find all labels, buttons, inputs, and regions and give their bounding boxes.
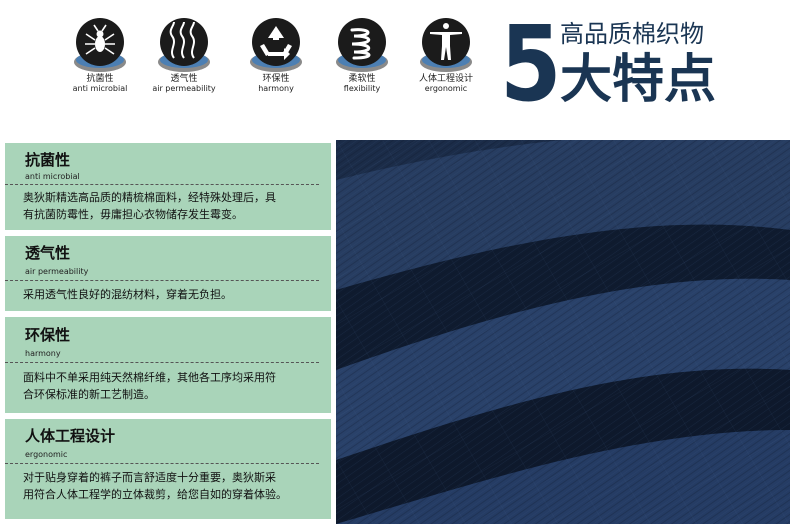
- divider: [5, 419, 319, 464]
- description-line: 合环保标准的新工艺制造。: [23, 388, 155, 401]
- human-figure-icon: [420, 18, 472, 72]
- description-line: 奥狄斯精选高品质的精梳棉面料，经特殊处理后，具: [23, 191, 276, 204]
- top-banner: 抗菌性 anti microbial 透气性 air permeability: [0, 0, 790, 140]
- description-line: 面料中不单采用纯天然棉纤维，其他各工序均采用符: [23, 371, 276, 384]
- feature-icon-harmony: 环保性 harmony: [238, 14, 314, 93]
- icon-label-cn: 柔软性: [348, 74, 376, 84]
- feature-subtitle: ergonomic: [25, 450, 68, 459]
- feature-card-air-permeability: 透气性 air permeability 采用透气性良好的混纺材料，穿着无负担。: [5, 236, 331, 311]
- bug-icon: [74, 18, 126, 72]
- feature-title: 透气性: [25, 244, 71, 262]
- icon-label-en: flexibility: [343, 84, 381, 93]
- feature-description: 面料中不单采用纯天然棉纤维，其他各工序均采用符 合环保标准的新工艺制造。: [23, 369, 327, 403]
- description-line: 有抗菌防霉性，毋庸担心衣物储存发生霉变。: [23, 208, 243, 221]
- feature-title: 环保性: [25, 326, 71, 344]
- description-line: 采用透气性良好的混纺材料，穿着无负担。: [23, 288, 232, 301]
- feature-card-harmony: 环保性 harmony 面料中不单采用纯天然棉纤维，其他各工序均采用符 合环保标…: [5, 317, 331, 413]
- heading-line-1: 高品质棉织物: [560, 20, 704, 48]
- divider: [5, 143, 319, 185]
- icon-label-en: ergonomic: [424, 84, 468, 93]
- spring-icon: [336, 18, 388, 72]
- feature-subtitle: harmony: [25, 349, 61, 358]
- recycle-icon: [250, 18, 302, 72]
- feature-description: 对于贴身穿着的裤子而言舒适度十分重要，奥狄斯采 用符合人体工程学的立体裁剪，给您…: [23, 469, 327, 503]
- icon-label-en: harmony: [258, 84, 294, 93]
- divider: [5, 236, 319, 281]
- description-line: 对于贴身穿着的裤子而言舒适度十分重要，奥狄斯采: [23, 471, 276, 484]
- feature-icon-anti-microbial: 抗菌性 anti microbial: [62, 14, 138, 93]
- icon-label-en: anti microbial: [72, 84, 128, 93]
- fabric-image: [336, 140, 790, 524]
- feature-title: 人体工程设计: [25, 427, 116, 445]
- air-flow-icon: [158, 18, 210, 72]
- feature-list: 抗菌性 anti microbial 奥狄斯精选高品质的精梳棉面料，经特殊处理后…: [0, 140, 336, 524]
- icon-label-cn: 抗菌性: [86, 74, 114, 84]
- feature-title: 抗菌性: [25, 151, 71, 169]
- feature-icon-air-permeability: 透气性 air permeability: [146, 14, 222, 93]
- feature-card-ergonomic: 人体工程设计 ergonomic 对于贴身穿着的裤子而言舒适度十分重要，奥狄斯采…: [5, 419, 331, 519]
- description-line: 用符合人体工程学的立体裁剪，给您自如的穿着体验。: [23, 488, 287, 501]
- icon-label-cn: 环保性: [262, 74, 290, 84]
- feature-description: 奥狄斯精选高品质的精梳棉面料，经特殊处理后，具 有抗菌防霉性，毋庸担心衣物储存发…: [23, 189, 327, 223]
- icon-label-cn: 人体工程设计: [418, 74, 473, 84]
- heading-line-2: 大特点: [560, 50, 717, 110]
- feature-subtitle: anti microbial: [25, 172, 80, 181]
- icon-label-cn: 透气性: [170, 74, 198, 84]
- feature-card-anti-microbial: 抗菌性 anti microbial 奥狄斯精选高品质的精梳棉面料，经特殊处理后…: [5, 143, 331, 230]
- feature-subtitle: air permeability: [25, 267, 89, 276]
- feature-icon-ergonomic: 人体工程设计 ergonomic: [408, 14, 484, 93]
- fabric-texture-photo: [336, 140, 790, 524]
- divider: [5, 317, 319, 363]
- big-number: 5: [500, 3, 562, 125]
- feature-icon-flexibility: 柔软性 flexibility: [324, 14, 400, 93]
- icon-label-en: air permeability: [152, 84, 216, 93]
- feature-description: 采用透气性良好的混纺材料，穿着无负担。: [23, 286, 327, 303]
